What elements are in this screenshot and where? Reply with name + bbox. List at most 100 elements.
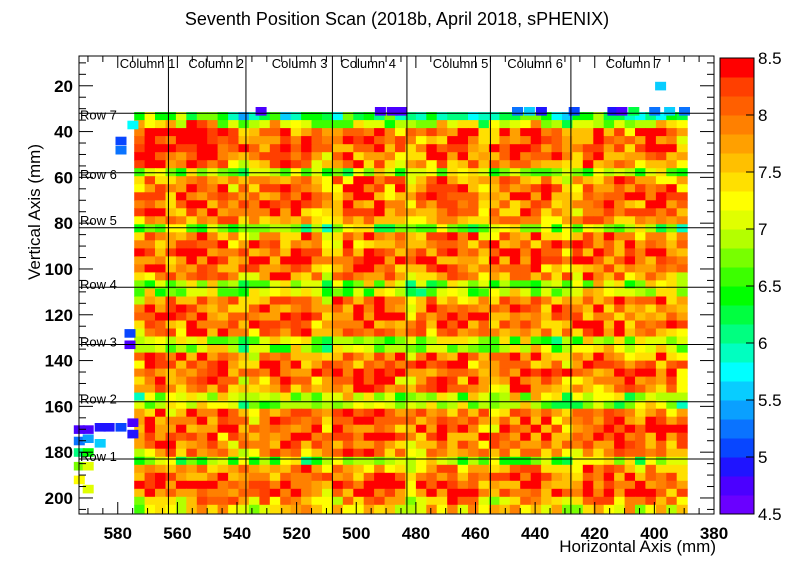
heatmap-cell <box>395 424 406 434</box>
heatmap-cell <box>520 216 532 225</box>
heatmap-cell <box>238 192 250 201</box>
row-label: Row 2 <box>80 392 117 407</box>
heatmap-cell <box>238 296 250 306</box>
heatmap-cell <box>259 160 271 169</box>
heatmap-cell <box>342 416 354 426</box>
heatmap-cell <box>562 312 573 322</box>
heatmap-cell <box>655 472 667 482</box>
heatmap-cell <box>520 248 532 257</box>
heatmap-cell <box>582 296 594 306</box>
heatmap-cell <box>115 145 127 155</box>
heatmap-cell <box>386 107 398 116</box>
heatmap-cell <box>248 488 260 498</box>
x-tick-label: 400 <box>640 524 668 543</box>
heatmap-cell <box>165 136 177 145</box>
heatmap-cell <box>395 296 406 306</box>
heatmap-cell <box>488 216 500 225</box>
heatmap-cell <box>332 360 344 370</box>
heatmap-cell <box>134 152 146 161</box>
heatmap-cell <box>280 184 292 193</box>
heatmap-cell <box>238 232 250 241</box>
heatmap-cell <box>436 400 448 410</box>
heatmap-cell <box>217 424 229 434</box>
heatmap-cell <box>228 184 240 193</box>
heatmap-cell <box>196 416 208 426</box>
heatmap-cell <box>155 152 166 161</box>
heatmap-cell <box>395 360 406 370</box>
heatmap-cell <box>134 280 146 289</box>
heatmap-cell <box>395 400 406 410</box>
heatmap-cell <box>582 152 594 161</box>
heatmap-cell <box>488 224 500 233</box>
heatmap-cell <box>676 264 688 273</box>
heatmap-cell <box>541 448 553 458</box>
heatmap-cell <box>311 176 323 185</box>
heatmap-cell <box>655 480 667 490</box>
heatmap-cell <box>551 424 563 434</box>
heatmap-cell <box>436 152 448 161</box>
heatmap-cell <box>478 288 490 297</box>
heatmap-cell <box>332 472 344 482</box>
heatmap-cell <box>196 216 208 225</box>
heatmap-cell <box>363 360 375 370</box>
heatmap-cell <box>572 280 584 289</box>
heatmap-cell <box>499 480 511 490</box>
heatmap-cell <box>259 248 271 257</box>
heatmap-cell <box>593 440 605 450</box>
heatmap-cell <box>509 376 521 386</box>
heatmap-cell <box>374 312 386 322</box>
heatmap-cell <box>269 464 281 474</box>
heatmap-cell <box>624 504 636 514</box>
heatmap-cell <box>426 352 438 362</box>
heatmap-cell <box>593 456 605 466</box>
heatmap-cell <box>478 416 490 426</box>
heatmap-cell <box>186 344 198 354</box>
heatmap-cell <box>468 424 479 434</box>
heatmap-cell <box>175 200 187 209</box>
heatmap-cell <box>551 328 563 338</box>
heatmap-cell <box>322 200 333 209</box>
heatmap-cell <box>499 240 511 249</box>
heatmap-cell <box>248 112 260 121</box>
heatmap-cell <box>228 336 240 346</box>
heatmap-cell <box>175 152 187 161</box>
heatmap-cell <box>551 120 563 129</box>
heatmap-cell <box>248 424 260 434</box>
heatmap-cell <box>217 400 229 410</box>
heatmap-cell <box>144 400 156 410</box>
heatmap-cell <box>645 328 657 338</box>
heatmap-cell <box>530 336 542 346</box>
heatmap-cell <box>290 328 302 338</box>
heatmap-cell <box>551 176 563 185</box>
heatmap-cell <box>342 496 354 506</box>
heatmap-cell <box>468 448 479 458</box>
heatmap-cell <box>144 184 156 193</box>
heatmap-cell <box>426 360 438 370</box>
heatmap-cell <box>436 376 448 386</box>
heatmap-cell <box>134 432 146 442</box>
heatmap-cell <box>238 456 250 466</box>
heatmap-cell <box>593 488 605 498</box>
heatmap-cell <box>228 288 240 297</box>
heatmap-cell <box>322 384 333 394</box>
heatmap-cell <box>238 176 250 185</box>
heatmap-cell <box>332 176 344 185</box>
heatmap-cell <box>603 328 615 338</box>
heatmap-cell <box>405 256 417 265</box>
y-tick-label: 40 <box>54 123 73 142</box>
heatmap-cell <box>488 256 500 265</box>
y-tick-label: 160 <box>45 397 73 416</box>
heatmap-cell <box>666 232 678 241</box>
heatmap-cell <box>374 200 386 209</box>
heatmap-cell <box>175 296 187 306</box>
heatmap-cell <box>342 472 354 482</box>
heatmap-cell <box>478 488 490 498</box>
heatmap-cell <box>541 128 553 137</box>
heatmap-cell <box>582 432 594 442</box>
heatmap-cell <box>175 128 187 137</box>
heatmap-cell <box>603 224 615 233</box>
heatmap-cell <box>676 280 688 289</box>
heatmap-cell <box>269 440 281 450</box>
heatmap-cell <box>415 240 427 249</box>
heatmap-cell <box>332 376 344 386</box>
